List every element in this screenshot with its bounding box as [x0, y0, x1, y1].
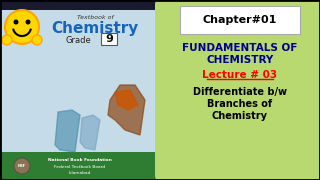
Text: Islamabad: Islamabad [69, 171, 91, 175]
Text: CHEMISTRY: CHEMISTRY [206, 55, 274, 65]
FancyBboxPatch shape [101, 33, 117, 45]
Text: 9: 9 [105, 34, 113, 44]
Polygon shape [115, 90, 138, 110]
Text: Chemistry: Chemistry [52, 21, 139, 35]
Bar [0, 10, 160, 152]
FancyBboxPatch shape [180, 6, 300, 34]
Circle shape [2, 35, 12, 45]
Text: Textbook of: Textbook of [76, 15, 113, 19]
Text: National Book Foundation: National Book Foundation [48, 158, 112, 162]
Text: Federal Textbook Board: Federal Textbook Board [54, 165, 106, 169]
Circle shape [5, 10, 39, 44]
Circle shape [32, 35, 42, 45]
Text: NBF: NBF [18, 164, 26, 168]
Bar [0, 152, 160, 180]
Text: FUNDAMENTALS OF: FUNDAMENTALS OF [182, 43, 298, 53]
Text: Lecture # 03: Lecture # 03 [203, 70, 277, 80]
Polygon shape [108, 85, 145, 135]
Circle shape [13, 19, 19, 24]
FancyBboxPatch shape [155, 0, 320, 180]
Circle shape [14, 158, 30, 174]
FancyBboxPatch shape [0, 0, 160, 180]
Polygon shape [55, 110, 80, 152]
Bar [0, 0, 160, 10]
Text: Chemistry: Chemistry [212, 111, 268, 121]
Text: Grade: Grade [65, 35, 91, 44]
Circle shape [26, 19, 30, 24]
Text: Chapter#01: Chapter#01 [203, 15, 277, 25]
Polygon shape [80, 115, 100, 150]
Text: Differentiate b/w: Differentiate b/w [193, 87, 287, 97]
Text: Branches of: Branches of [207, 99, 273, 109]
